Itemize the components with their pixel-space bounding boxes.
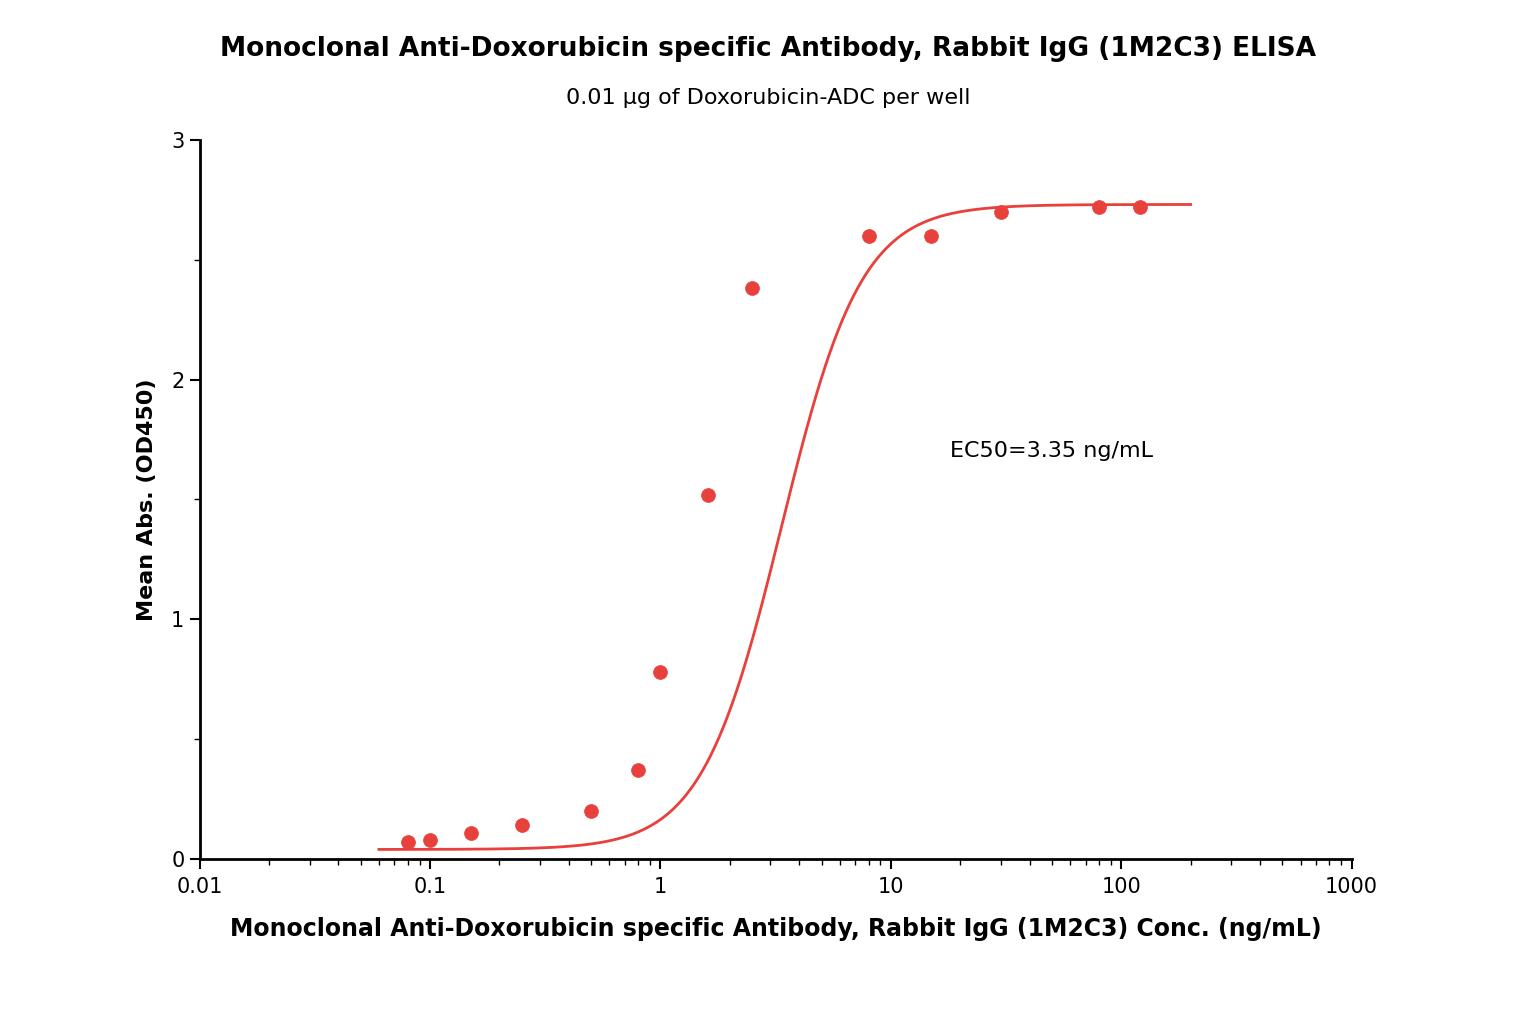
Point xyxy=(696,486,720,503)
Text: Monoclonal Anti-Doxorubicin specific Antibody, Rabbit IgG (1M2C3) ELISA: Monoclonal Anti-Doxorubicin specific Ant… xyxy=(220,36,1316,62)
Point xyxy=(1127,199,1152,215)
Point xyxy=(395,834,419,851)
Point xyxy=(418,831,442,848)
Point xyxy=(458,825,482,841)
X-axis label: Monoclonal Anti-Doxorubicin specific Antibody, Rabbit IgG (1M2C3) Conc. (ng/mL): Monoclonal Anti-Doxorubicin specific Ant… xyxy=(230,917,1321,941)
Point xyxy=(856,228,880,244)
Point xyxy=(919,228,943,244)
Y-axis label: Mean Abs. (OD450): Mean Abs. (OD450) xyxy=(137,378,157,621)
Text: EC50=3.35 ng/mL: EC50=3.35 ng/mL xyxy=(949,442,1152,462)
Point xyxy=(989,203,1014,220)
Point xyxy=(625,762,650,778)
Point xyxy=(648,663,673,680)
Point xyxy=(579,803,604,820)
Point xyxy=(740,280,765,297)
Point xyxy=(1086,199,1111,215)
Text: 0.01 μg of Doxorubicin-ADC per well: 0.01 μg of Doxorubicin-ADC per well xyxy=(565,88,971,108)
Point xyxy=(510,818,535,834)
